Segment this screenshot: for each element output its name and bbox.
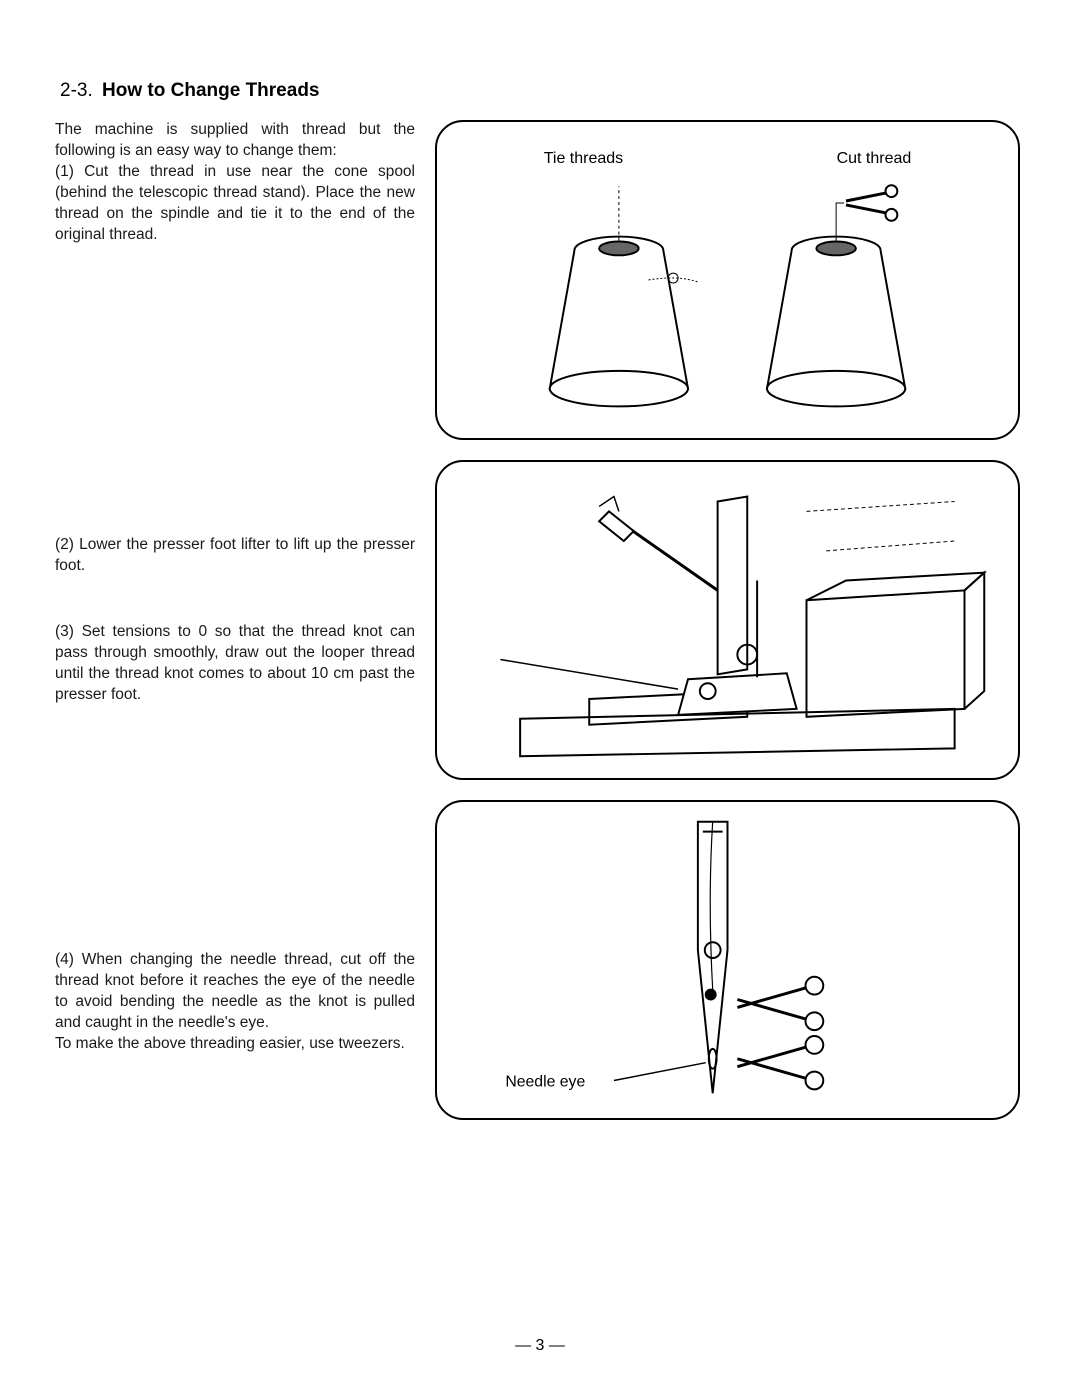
row-1: The machine is supplied with thread but … — [55, 120, 1020, 440]
figure-col-1: Tie threads Cut thread — [415, 120, 1020, 440]
figure-2-box — [435, 460, 1020, 780]
paragraph-tweezers: To make the above threading easier, use … — [55, 1034, 415, 1055]
figure-col-3: Needle eye — [415, 780, 1020, 1120]
scissors-icon — [846, 185, 897, 221]
heading-title: How to Change Threads — [102, 80, 319, 101]
paragraph-step4: (4) When changing the needle thread, cut… — [55, 950, 415, 1034]
figure-1-labels: Tie threads Cut thread — [437, 150, 1018, 168]
figure-1-box: Tie threads Cut thread — [435, 120, 1020, 440]
paragraph-step1: (1) Cut the thread in use near the cone … — [55, 162, 415, 246]
fig3-label-needle-eye: Needle eye — [505, 1073, 585, 1090]
fig1-label-tie: Tie threads — [544, 150, 623, 168]
thread-cones-icon — [437, 122, 1018, 438]
row-3: (4) When changing the needle thread, cut… — [55, 780, 1020, 1120]
section-heading: 2-3. How to Change Threads — [60, 80, 1020, 102]
paragraph-step3: (3) Set tensions to 0 so that the thread… — [55, 622, 415, 706]
needle-eye-icon: Needle eye — [437, 802, 1018, 1118]
paragraph-intro: The machine is supplied with thread but … — [55, 120, 415, 162]
presser-foot-icon — [437, 462, 1018, 778]
heading-number: 2-3. — [60, 80, 93, 101]
figure-3-box: Needle eye — [435, 800, 1020, 1120]
text-block-1: The machine is supplied with thread but … — [55, 120, 415, 246]
text-block-3: (4) When changing the needle thread, cut… — [55, 780, 415, 1055]
page-number: — 3 — — [0, 1337, 1080, 1355]
figure-col-2 — [415, 440, 1020, 780]
fig1-label-cut: Cut thread — [837, 150, 912, 168]
paragraph-step2: (2) Lower the presser foot lifter to lif… — [55, 535, 415, 577]
row-2: (2) Lower the presser foot lifter to lif… — [55, 440, 1020, 780]
page: 2-3. How to Change Threads The machine i… — [55, 80, 1020, 1357]
text-block-2: (2) Lower the presser foot lifter to lif… — [55, 440, 415, 706]
